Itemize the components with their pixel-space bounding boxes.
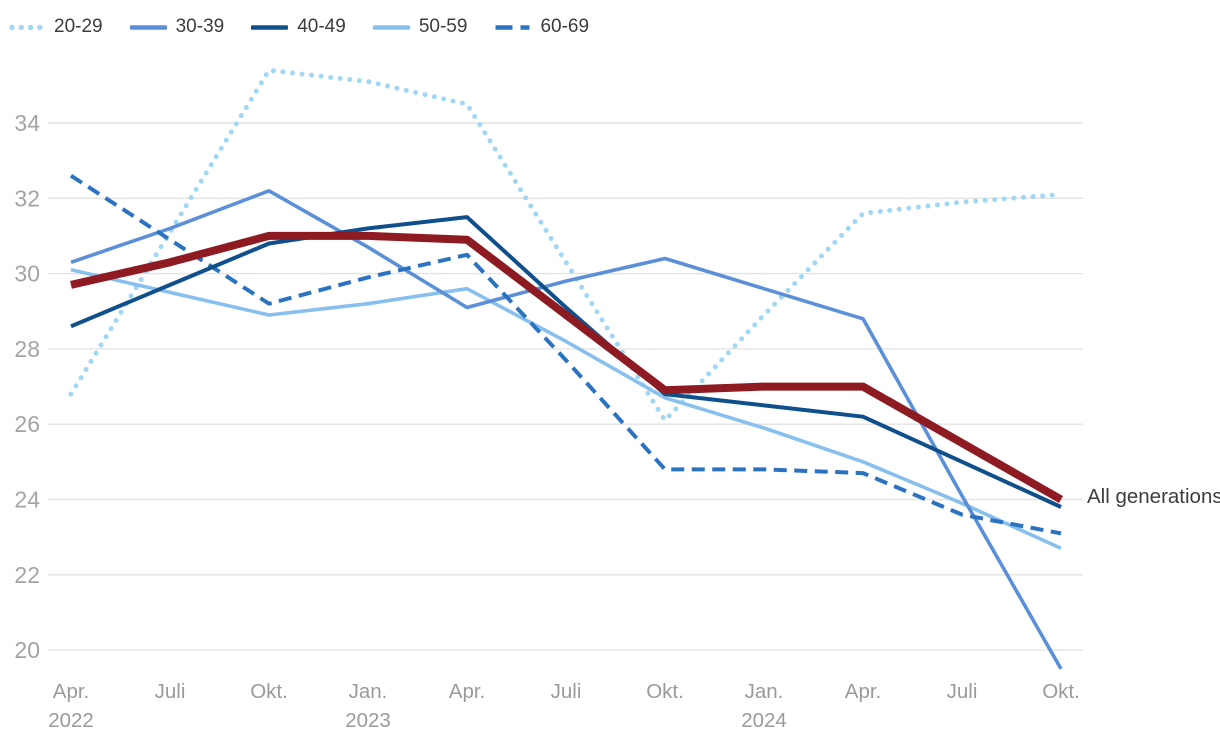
x-axis-year-label: 2024: [741, 709, 787, 732]
y-axis-label: 20: [14, 637, 40, 663]
legend-item-20-29: 20-29: [8, 16, 103, 38]
x-axis-label: Okt.: [1042, 680, 1080, 703]
legend-item-60-69: 60-69: [494, 16, 589, 38]
legend-label: 40-49: [297, 16, 346, 37]
x-axis-label: Okt.: [646, 680, 684, 703]
legend: 20-29 30-39 40-49 50-59 60-69: [8, 16, 589, 38]
series-line-20-29: [68, 67, 1064, 423]
y-axis-label: 22: [14, 562, 40, 588]
legend-item-50-59: 50-59: [372, 16, 468, 38]
series-annotation-all-generations: All generations: [1087, 485, 1220, 508]
legend-item-40-49: 40-49: [251, 16, 346, 38]
legend-label: 50-59: [418, 16, 468, 37]
x-axis-label: Jan.: [745, 680, 784, 703]
y-axis-labels: 20 22 24 26 28 30 32 34: [14, 110, 40, 663]
legend-label: 60-69: [540, 16, 590, 37]
legend-swatch-icon: [372, 24, 410, 30]
x-axis-year-label: 2023: [345, 709, 391, 732]
y-axis-label: 34: [14, 110, 40, 136]
legend-swatch-icon: [129, 24, 167, 30]
x-axis-year-label: 2022: [48, 709, 94, 732]
x-axis-label: Apr.: [845, 680, 881, 703]
series-line-40-49: [70, 215, 1062, 509]
series-line-50-59: [70, 268, 1062, 551]
x-axis-label: Juli: [551, 680, 582, 703]
series-line-all-generations: [70, 231, 1063, 503]
y-axis-label: 24: [14, 487, 40, 513]
x-axis-label: Juli: [155, 680, 186, 703]
y-axis-label: 28: [14, 336, 40, 362]
legend-swatch-icon: [495, 24, 530, 30]
legend-swatch-icon: [9, 24, 43, 30]
x-axis-label: Juli: [947, 680, 978, 703]
y-axis-label: 32: [14, 185, 40, 211]
x-axis-labels: Apr. Juli Okt. Jan. Apr. Juli Okt. Jan. Apr. Juli…: [48, 680, 1080, 732]
x-axis-label: Apr.: [449, 680, 485, 703]
legend-swatch-icon: [251, 24, 289, 30]
x-axis-label: Okt.: [250, 680, 288, 703]
x-axis-label: Jan.: [349, 680, 388, 703]
legend-label: 30-39: [175, 16, 225, 37]
x-axis-label: Apr.: [53, 680, 89, 703]
gridlines: [48, 122, 1083, 651]
y-axis-label: 26: [14, 411, 40, 437]
series-line-30-39: [70, 189, 1063, 670]
series-lines: [68, 67, 1064, 670]
legend-item-30-39: 30-39: [129, 16, 225, 38]
y-axis-label: 30: [14, 261, 40, 287]
legend-label: 20-29: [54, 16, 103, 37]
series-line-60-69: [69, 174, 1062, 536]
